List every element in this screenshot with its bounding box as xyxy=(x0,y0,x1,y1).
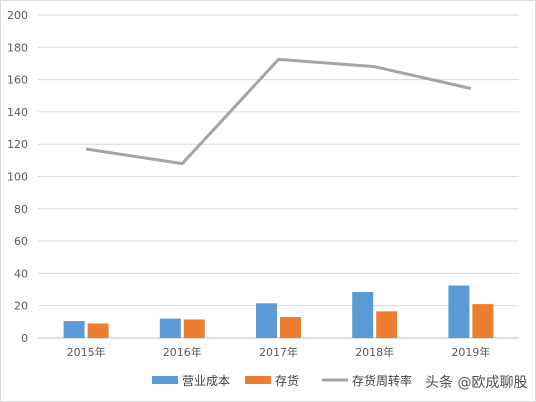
y-tick-label: 180 xyxy=(7,41,28,54)
legend-label: 营业成本 xyxy=(182,374,230,388)
x-tick-label: 2017年 xyxy=(259,345,298,359)
y-tick-label: 40 xyxy=(14,267,28,280)
y-tick-label: 120 xyxy=(7,138,28,151)
y-tick-label: 0 xyxy=(21,332,28,345)
bar-cost xyxy=(63,321,85,338)
bar-inventory xyxy=(472,304,494,338)
bar-inventory xyxy=(280,317,301,338)
series-lines xyxy=(85,57,472,166)
watermark: 头条 @欧成聊股 xyxy=(425,374,527,391)
bar-cost xyxy=(159,318,181,338)
y-axis: 0 20 40 60 80 100 120 140 160 180 200 xyxy=(7,9,28,345)
x-tick-label: 2016年 xyxy=(163,345,202,359)
bars xyxy=(63,285,494,338)
x-tick-label: 2015年 xyxy=(67,345,106,359)
y-tick-label: 100 xyxy=(7,171,28,184)
x-tick-label: 2019年 xyxy=(451,345,490,359)
x-axis: 2015年 2016年 2017年 2018年 2019年 xyxy=(67,345,491,359)
y-tick-label: 200 xyxy=(7,9,28,22)
legend: 营业成本 存货 存货周转率 xyxy=(152,373,412,388)
y-tick-label: 160 xyxy=(7,74,28,87)
bar-cost xyxy=(448,285,470,338)
y-tick-label: 60 xyxy=(14,235,28,248)
legend-swatch xyxy=(152,376,178,384)
legend-label: 存货周转率 xyxy=(352,373,412,388)
bar-inventory xyxy=(183,319,205,338)
bar-inventory xyxy=(87,323,109,338)
bar-inventory xyxy=(376,311,398,338)
y-tick-label: 80 xyxy=(14,203,28,216)
legend-label: 存货 xyxy=(275,373,299,388)
gridlines xyxy=(38,14,519,339)
y-tick-label: 20 xyxy=(14,300,28,313)
x-tick-label: 2018年 xyxy=(355,345,394,359)
turnover-line xyxy=(85,57,472,166)
y-tick-label: 140 xyxy=(7,106,28,119)
bar-cost xyxy=(352,291,374,338)
bar-cost xyxy=(256,303,277,338)
legend-swatch xyxy=(245,376,271,384)
